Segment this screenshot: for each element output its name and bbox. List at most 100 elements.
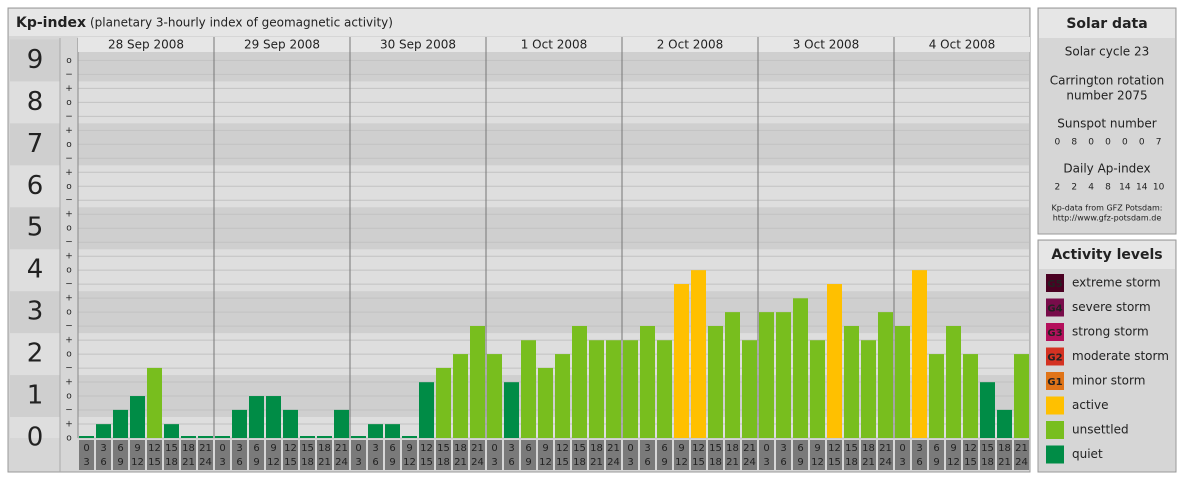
y-suffix: − — [65, 280, 73, 290]
slot-label: 18 — [182, 443, 195, 454]
slot-box — [453, 440, 468, 470]
slot-box — [657, 440, 672, 470]
y-tick-label: 9 — [27, 45, 44, 75]
slot-label: 3 — [627, 457, 633, 468]
y-suffix: o — [66, 308, 72, 318]
bar — [385, 424, 400, 438]
y-suffix: o — [66, 392, 72, 402]
sunspot-label: Sunspot number — [1057, 117, 1156, 131]
slot-box — [300, 440, 315, 470]
legend-code: G1 — [1047, 377, 1062, 388]
source: http://www.gfz-potsdam.de — [1053, 214, 1162, 223]
slot-label: 15 — [284, 457, 297, 468]
day-label: 29 Sep 2008 — [244, 38, 320, 52]
slot-box — [96, 440, 111, 470]
slot-label: 6 — [117, 443, 123, 454]
slot-label: 18 — [301, 457, 314, 468]
band — [10, 291, 60, 334]
slot-box — [198, 440, 213, 470]
day-label: 4 Oct 2008 — [929, 38, 996, 52]
legend-code: G2 — [1047, 353, 1062, 364]
day-header — [894, 37, 1030, 52]
ap-label: Daily Ap-index — [1063, 162, 1150, 176]
legend-swatch — [1046, 396, 1064, 415]
slot-box — [912, 440, 927, 470]
slot-box — [487, 440, 502, 470]
bar — [878, 312, 893, 438]
slot-label: 24 — [335, 457, 348, 468]
slot-label: 6 — [372, 457, 378, 468]
slot-label: 18 — [981, 457, 994, 468]
slot-box — [691, 440, 706, 470]
bar — [198, 436, 213, 438]
slot-label: 24 — [199, 457, 212, 468]
slot-box — [419, 440, 434, 470]
slot-label: 6 — [508, 457, 514, 468]
slot-label: 15 — [709, 443, 722, 454]
slot-label: 9 — [406, 443, 412, 454]
slot-label: 12 — [811, 457, 824, 468]
bar — [96, 424, 111, 438]
y-suffix: − — [65, 406, 73, 416]
levels-header — [1039, 241, 1175, 269]
slot-label: 15 — [981, 443, 994, 454]
sunspot-value: 0 — [1122, 138, 1128, 148]
slot-label: 21 — [318, 457, 331, 468]
bar — [810, 340, 825, 438]
slot-label: 3 — [780, 443, 786, 454]
slot-label: 12 — [148, 443, 161, 454]
y-tick-label: 6 — [27, 171, 44, 201]
y-tick-label: 3 — [27, 297, 44, 327]
slot-box — [181, 440, 196, 470]
bar — [997, 409, 1012, 438]
sunspot-value: 7 — [1156, 138, 1162, 148]
slot-label: 18 — [165, 457, 178, 468]
slot-label: 6 — [661, 443, 667, 454]
legend-swatch — [1046, 372, 1064, 390]
bar — [980, 382, 995, 438]
slot-box — [844, 440, 859, 470]
slot-label: 21 — [590, 457, 603, 468]
slot-label: 15 — [556, 457, 569, 468]
y-tick-label: 5 — [27, 213, 44, 243]
slot-box — [436, 440, 451, 470]
sunspot-value: 8 — [1071, 138, 1077, 148]
bar — [861, 340, 876, 438]
slot-label: 21 — [471, 443, 484, 454]
slot-label: 3 — [916, 443, 922, 454]
y-suffix: + — [65, 294, 73, 304]
slot-label: 15 — [301, 443, 314, 454]
slot-box — [266, 440, 281, 470]
legend-label: strong storm — [1072, 325, 1149, 339]
slot-label: 18 — [454, 443, 467, 454]
y-suffix: o — [66, 266, 72, 276]
slot-label: 6 — [916, 457, 922, 468]
slot-label: 15 — [420, 457, 433, 468]
slot-label: 15 — [964, 457, 977, 468]
slot-label: 15 — [845, 443, 858, 454]
bar — [402, 436, 417, 438]
y-suffix: − — [65, 112, 73, 122]
slot-box — [742, 440, 757, 470]
slot-label: 12 — [131, 457, 144, 468]
slot-box — [895, 440, 910, 470]
bar — [215, 436, 230, 438]
slot-label: 15 — [148, 457, 161, 468]
slot-label: 6 — [644, 457, 650, 468]
slot-box — [640, 440, 655, 470]
slot-box — [215, 440, 230, 470]
day-label: 28 Sep 2008 — [108, 38, 184, 52]
band — [10, 249, 60, 292]
legend-label: unsettled — [1072, 423, 1129, 437]
slot-box — [776, 440, 791, 470]
bar — [827, 284, 842, 438]
day-header — [758, 37, 894, 52]
legend-code: G4 — [1047, 304, 1062, 315]
band — [10, 207, 60, 250]
bar — [895, 325, 910, 438]
slot-box — [929, 440, 944, 470]
slot-label: 9 — [525, 457, 531, 468]
ap-value: 2 — [1055, 183, 1061, 193]
legend-swatch — [1046, 298, 1064, 317]
slot-label: 21 — [743, 443, 756, 454]
